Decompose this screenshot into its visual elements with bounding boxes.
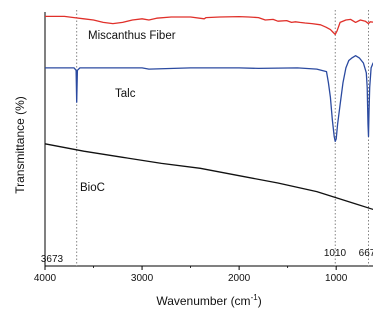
x-axis-title-main: Wavenumber (cm bbox=[156, 294, 250, 308]
x-axis-title: Wavenumber (cm-1) bbox=[156, 293, 261, 308]
series-label-bioc: BioC bbox=[80, 182, 105, 194]
x-axis-title-sup: -1 bbox=[251, 293, 259, 302]
x-tick-label-1000: 1000 bbox=[325, 273, 348, 284]
x-tick-label-2000: 2000 bbox=[228, 273, 251, 284]
series-line-talc bbox=[45, 55, 373, 143]
x-tick-label-3000: 3000 bbox=[131, 273, 154, 284]
series-line-miscanthus-fiber bbox=[45, 15, 373, 36]
series-label-miscanthus-fiber: Miscanthus Fiber bbox=[88, 30, 176, 42]
series-label-talc: Talc bbox=[115, 88, 136, 100]
x-tick-label-4000: 4000 bbox=[34, 273, 57, 284]
x-axis-title-close: ) bbox=[258, 294, 262, 308]
reference-label-1010: 1010 bbox=[324, 248, 347, 259]
y-axis-title: Transmittance (%) bbox=[13, 96, 27, 194]
reference-label-667: 667 bbox=[359, 248, 373, 259]
series-line-bioc bbox=[44, 143, 373, 211]
reference-label-3673: 3673 bbox=[41, 254, 64, 265]
